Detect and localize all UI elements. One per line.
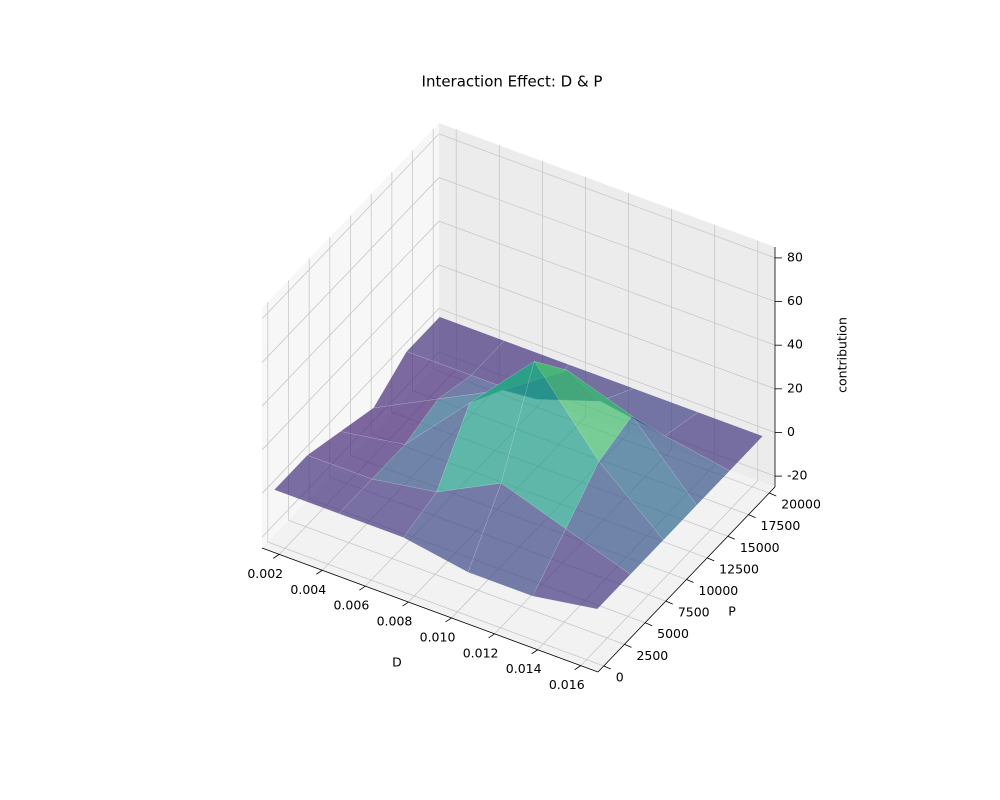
tick-mark [574,665,581,670]
tick-mark [273,554,280,559]
y-tick-label: 20000 [781,497,821,512]
z-tick-label: 80 [787,249,803,264]
tick-mark [707,557,715,562]
tick-mark [359,585,366,591]
tick-mark [727,535,736,540]
tick-mark [624,643,632,648]
tick-mark [531,649,538,655]
tick-mark [686,579,694,583]
y-tick-label: 2500 [636,648,668,663]
grid-line [261,133,440,320]
surface-facet [532,528,631,610]
y-tick-label: 17500 [761,518,801,533]
tick-mark [488,633,495,639]
grid-line [261,264,440,451]
z-tick-label: -20 [787,468,807,483]
z-tick-label: 0 [787,424,795,439]
y-tick-label: 7500 [678,605,710,620]
grid-line [267,541,604,667]
y-tick-label: 5000 [657,626,689,641]
tick-mark [402,601,409,607]
x-axis-label: D [392,655,402,670]
x-tick-label: 0.008 [377,614,413,629]
surface-facet [664,412,764,472]
back-pane [439,123,775,487]
grid-line [261,177,440,363]
tick-mark [316,569,323,575]
tick-mark [769,492,777,497]
surface-facet [565,461,664,575]
tick-mark [665,600,673,605]
grid-line [261,220,440,407]
y-tick-label: 15000 [740,540,780,555]
grid-line [438,177,776,302]
x-tick-label: 0.012 [463,645,499,660]
z-axis-label: contribution [835,317,850,393]
x-tick-label: 0.016 [549,677,585,692]
x-tick-label: 0.002 [247,566,283,581]
z-tick-label: 40 [787,337,803,352]
x-axis-line [261,547,599,673]
chart-title: Interaction Effect: D & P [422,73,603,91]
z-tick-label: 20 [787,380,803,395]
tick-mark [644,622,653,627]
grid-line [438,264,776,390]
grid-line [288,519,625,645]
y-axis-line [597,486,776,673]
y-axis-label: P [728,604,736,619]
x-tick-label: 0.004 [290,582,326,597]
grid-line [438,133,776,259]
y-tick-label: 12500 [719,561,759,576]
surface-facet [598,415,697,541]
tick-mark [603,665,611,670]
y-tick-label: 10000 [699,583,739,598]
tick-mark [748,514,756,519]
y-tick-label: 0 [616,669,624,684]
tick-mark [445,617,452,623]
grid-line [438,220,776,346]
grid-line [438,308,776,433]
z-tick-label: 60 [787,293,803,308]
x-tick-label: 0.006 [333,598,369,613]
x-tick-label: 0.010 [420,629,456,644]
grid-line [261,308,440,494]
x-tick-label: 0.014 [506,661,542,676]
